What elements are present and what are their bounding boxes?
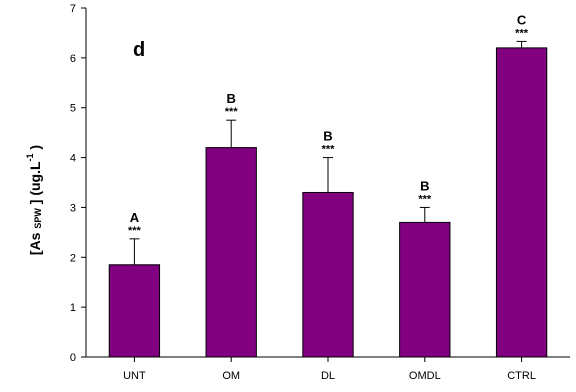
- y-tick-label: 0: [70, 352, 76, 364]
- y-tick-label: 4: [70, 153, 76, 165]
- y-tick-label: 6: [70, 53, 76, 65]
- x-tick-label: DL: [321, 370, 335, 382]
- significance-stars: ***: [128, 225, 142, 237]
- bar: [399, 221, 451, 358]
- x-tick-label: OMDL: [409, 370, 441, 382]
- significance-letter: B: [420, 178, 429, 193]
- x-tick-label: UNT: [123, 370, 146, 382]
- bar: [205, 147, 257, 358]
- y-tick-label: 7: [70, 3, 76, 15]
- y-tick-label: 5: [70, 103, 76, 115]
- y-tick-label: 1: [70, 302, 76, 314]
- y-tick-label: 3: [70, 202, 76, 214]
- bar: [302, 191, 354, 358]
- bar: [108, 264, 161, 358]
- y-tick-label: 2: [70, 252, 76, 264]
- significance-letter: B: [227, 91, 236, 106]
- significance-stars: ***: [418, 193, 432, 205]
- significance-stars: ***: [225, 106, 239, 118]
- significance-letter: B: [323, 129, 332, 144]
- x-tick-label: CTRL: [507, 370, 536, 382]
- svg-text:[As SPW ] (ug.L-1 ): [As SPW ] (ug.L-1 ): [25, 145, 43, 255]
- significance-letter: A: [130, 210, 140, 225]
- significance-stars: ***: [515, 27, 529, 39]
- bar: [495, 47, 548, 358]
- significance-letter: C: [517, 12, 527, 27]
- y-axis-label: [As SPW ] (ug.L-1 ): [25, 145, 43, 255]
- significance-stars: ***: [322, 144, 336, 156]
- x-tick-label: OM: [222, 370, 240, 382]
- panel-label: d: [133, 39, 145, 61]
